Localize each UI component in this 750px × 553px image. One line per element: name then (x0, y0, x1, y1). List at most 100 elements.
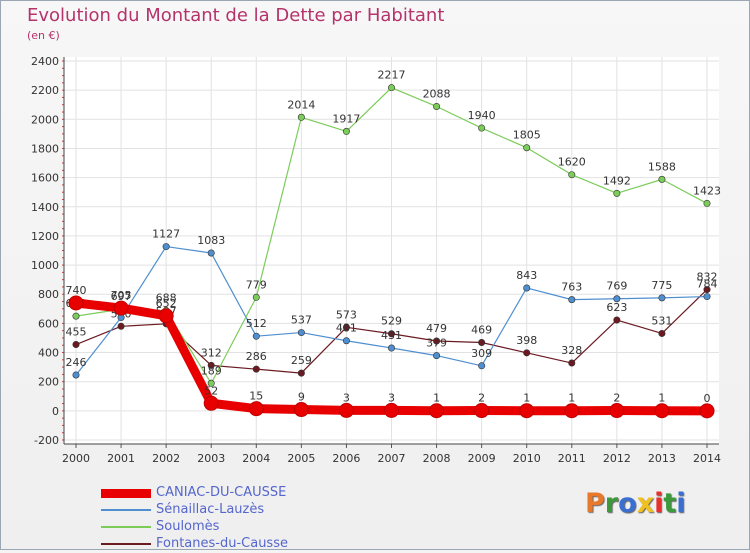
data-label-fontanes-du-causse: 259 (291, 354, 312, 367)
data-point-soulomes (297, 113, 305, 121)
data-label-senaillac-lauzes: 512 (246, 317, 267, 330)
data-point-fontanes-du-causse (568, 359, 576, 367)
data-point-fontanes-du-causse (297, 369, 305, 377)
data-point-soulomes (342, 127, 350, 135)
y-tick-label: 200 (38, 376, 59, 389)
data-label-fontanes-du-causse: 479 (426, 322, 447, 335)
data-label-caniac-du-causse: 9 (298, 391, 305, 404)
data-point-senaillac-lauzes (162, 243, 170, 251)
x-tick-label: 2000 (62, 452, 90, 465)
data-label-caniac-du-causse: 3 (343, 391, 350, 404)
data-label-senaillac-lauzes: 769 (606, 280, 627, 293)
data-label-senaillac-lauzes: 246 (66, 356, 87, 369)
data-label-fontanes-du-causse: 328 (561, 344, 582, 357)
data-label-fontanes-du-causse: 469 (471, 323, 492, 336)
data-label-soulomes: 2217 (378, 69, 406, 82)
data-label-caniac-du-causse: 2 (613, 392, 620, 405)
data-point-soulomes (387, 84, 395, 92)
data-label-caniac-du-causse: 2 (478, 392, 485, 405)
data-point-fontanes-du-causse (658, 329, 666, 337)
data-label-caniac-du-causse: 652 (156, 297, 177, 310)
data-label-caniac-du-causse: 1 (658, 392, 665, 405)
y-tick-label: 0 (52, 405, 59, 418)
data-label-soulomes: 1423 (693, 184, 721, 197)
data-point-caniac-du-causse (474, 403, 490, 419)
data-label-fontanes-du-causse: 832 (697, 271, 718, 284)
data-label-fontanes-du-causse: 623 (606, 301, 627, 314)
data-label-senaillac-lauzes: 431 (381, 329, 402, 342)
x-tick-label: 2002 (152, 452, 180, 465)
data-label-fontanes-du-causse: 529 (381, 315, 402, 328)
x-tick-label: 2006 (332, 452, 360, 465)
x-tick-label: 2007 (378, 452, 406, 465)
data-point-soulomes (703, 199, 711, 207)
data-point-senaillac-lauzes (207, 249, 215, 257)
data-label-caniac-du-causse: 1 (523, 392, 530, 405)
x-tick-label: 2008 (423, 452, 451, 465)
data-label-senaillac-lauzes: 763 (561, 281, 582, 294)
data-point-caniac-du-causse (429, 403, 445, 419)
x-tick-label: 2005 (287, 452, 315, 465)
legend-label: Fontanes-du-Causse (156, 536, 288, 551)
data-point-senaillac-lauzes (252, 332, 260, 340)
data-label-senaillac-lauzes: 309 (471, 347, 492, 360)
data-label-soulomes: 2088 (423, 87, 451, 100)
y-tick-label: 1400 (31, 201, 59, 214)
data-point-senaillac-lauzes (387, 344, 395, 352)
legend-label: CANIAC-DU-CAUSSE (156, 485, 287, 500)
data-point-senaillac-lauzes (478, 362, 486, 370)
data-point-senaillac-lauzes (342, 337, 350, 345)
data-label-senaillac-lauzes: 1127 (152, 228, 180, 241)
x-tick-label: 2009 (468, 452, 496, 465)
data-label-soulomes: 189 (201, 364, 222, 377)
data-label-senaillac-lauzes: 379 (426, 337, 447, 350)
data-point-caniac-du-causse (158, 308, 174, 324)
x-tick-label: 2013 (648, 452, 676, 465)
x-tick-label: 2011 (558, 452, 586, 465)
y-tick-label: 1800 (31, 142, 59, 155)
data-point-fontanes-du-causse (342, 323, 350, 331)
data-point-soulomes (207, 379, 215, 387)
data-point-soulomes (658, 175, 666, 183)
data-point-fontanes-du-causse (117, 322, 125, 330)
data-point-fontanes-du-causse (703, 286, 711, 294)
data-label-caniac-du-causse: 1 (568, 392, 575, 405)
data-label-caniac-du-causse: 0 (704, 392, 711, 405)
data-point-caniac-du-causse (519, 403, 535, 419)
data-label-soulomes: 1588 (648, 160, 676, 173)
data-point-caniac-du-causse (564, 403, 580, 419)
data-point-caniac-du-causse (654, 403, 670, 419)
data-label-soulomes: 1805 (513, 129, 541, 142)
x-tick-label: 2003 (197, 452, 225, 465)
legend-swatch (101, 526, 151, 528)
legend-swatch (101, 543, 151, 545)
data-label-fontanes-du-causse: 573 (336, 308, 357, 321)
y-tick-label: 400 (38, 347, 59, 360)
x-tick-label: 2001 (107, 452, 135, 465)
chart-title: Evolution du Montant de la Dette par Hab… (27, 5, 445, 26)
chart-unit: (en €) (27, 29, 60, 42)
y-tick-label: 1200 (31, 230, 59, 243)
data-point-caniac-du-causse (338, 402, 354, 418)
data-point-senaillac-lauzes (703, 293, 711, 301)
data-label-caniac-du-causse: 3 (388, 391, 395, 404)
data-point-caniac-du-causse (609, 403, 625, 419)
legend-swatch (101, 488, 151, 498)
legend-label: Soulomès (156, 519, 220, 534)
y-tick-label: 2200 (31, 84, 59, 97)
data-point-caniac-du-causse (68, 295, 84, 311)
x-tick-label: 2014 (693, 452, 721, 465)
data-label-senaillac-lauzes: 843 (516, 269, 537, 282)
data-point-soulomes (523, 144, 531, 152)
data-point-caniac-du-causse (248, 401, 264, 417)
data-point-fontanes-du-causse (523, 349, 531, 357)
data-point-fontanes-du-causse (72, 341, 80, 349)
data-label-caniac-du-causse: 705 (111, 289, 132, 302)
data-point-caniac-du-causse (293, 402, 309, 418)
data-point-caniac-du-causse (113, 300, 129, 316)
data-point-caniac-du-causse (203, 395, 219, 411)
data-label-fontanes-du-causse: 312 (201, 346, 222, 359)
data-label-senaillac-lauzes: 481 (336, 322, 357, 335)
